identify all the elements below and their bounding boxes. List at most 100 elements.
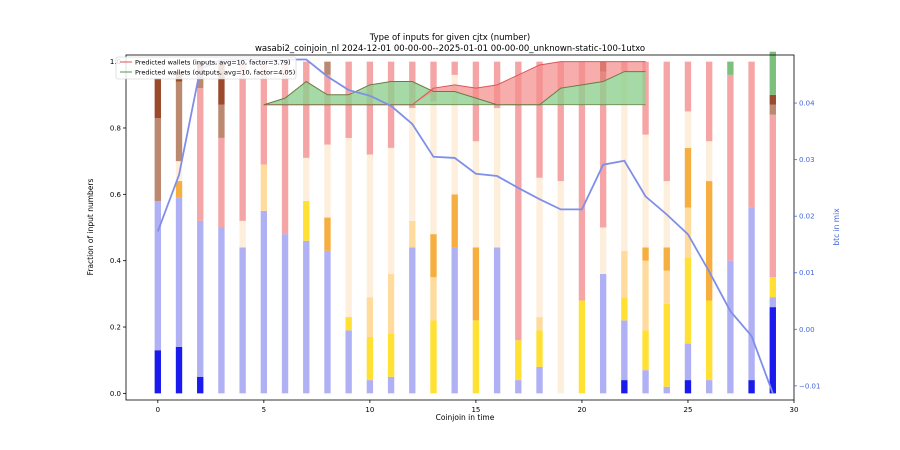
chart-subtitle: wasabi2_coinjoin_nl 2024-12-01 00-00-00-… — [255, 44, 645, 54]
y-tick-label: 0.4 — [110, 257, 122, 265]
bar-segment — [748, 207, 755, 381]
bar-segment — [472, 141, 480, 248]
bar-segment — [451, 61, 458, 75]
bar-segment — [515, 340, 522, 381]
bar-segment — [663, 61, 670, 182]
y-tick-label: 0.0 — [110, 390, 121, 398]
y2-axis-label: btc in mix — [832, 208, 841, 246]
bar-segment — [536, 317, 543, 331]
y2-tick-label: 0.04 — [799, 100, 815, 108]
bar-segment — [684, 207, 692, 258]
bar-segment — [154, 200, 161, 351]
bar-segment — [303, 157, 310, 201]
bar-segment — [409, 247, 416, 394]
outputs-wallets-area — [263, 71, 646, 105]
bar-segment — [769, 114, 776, 278]
bar-segment — [218, 137, 225, 228]
bar-segment — [769, 297, 776, 308]
bar-segment — [366, 61, 374, 155]
bar-segment — [705, 141, 713, 182]
bar-segment — [536, 61, 543, 178]
bar-segment — [578, 61, 586, 301]
bar-segment — [366, 336, 374, 381]
y-tick-label: 0.8 — [110, 124, 121, 132]
x-tick-label: 0 — [156, 406, 160, 414]
bar-segment — [281, 61, 289, 235]
bar-segment — [515, 380, 522, 394]
bar-segment — [536, 177, 543, 318]
bar-segment — [705, 300, 713, 381]
bar-segment — [642, 330, 649, 371]
bar-segment — [387, 333, 395, 377]
bar-segment — [557, 61, 564, 182]
bar-segment — [303, 200, 310, 241]
bar-segment — [705, 61, 713, 142]
y-tick-label: 0.6 — [110, 191, 122, 199]
bar-segment — [684, 343, 692, 381]
btc-in-mix-line — [156, 58, 774, 394]
bar-segment — [769, 94, 776, 105]
bar-segment — [642, 247, 649, 261]
legend: Predicted wallets (inputs, avg=10, facto… — [115, 56, 297, 80]
x-tick-label: 5 — [262, 406, 266, 414]
bar-segment — [239, 61, 246, 221]
bar-segment — [197, 88, 204, 221]
bar-segment — [366, 297, 374, 337]
bar-segment — [430, 320, 437, 394]
x-tick-label: 10 — [365, 406, 374, 414]
bar-segment — [409, 220, 416, 248]
bar-segment — [705, 380, 713, 394]
y2-tick-label: 0.00 — [799, 326, 815, 334]
bar-segment — [727, 74, 734, 261]
x-tick-label: 15 — [471, 406, 480, 414]
bar-segment — [684, 61, 692, 112]
bar-segment — [387, 376, 395, 394]
x-tick-label: 25 — [684, 406, 693, 414]
bar-segment — [663, 303, 670, 387]
bar-segment — [430, 277, 437, 321]
bar-segment — [430, 101, 437, 235]
bar-segment — [663, 270, 670, 304]
bar-segment — [451, 74, 458, 195]
bar-segment — [260, 210, 268, 394]
bar-segment — [303, 240, 310, 394]
plot-area: 0 5 10 15 20 25 30 0.0 0.2 0.4 0.6 0.8 1.0 −0.01 0.00 0… — [110, 51, 820, 414]
bar-segment — [175, 197, 183, 347]
bar-segment — [366, 380, 374, 394]
bar-segment — [684, 257, 692, 344]
bar-segment — [324, 144, 331, 218]
bar-segment — [366, 154, 374, 298]
plot-frame — [125, 54, 795, 401]
bar-segment — [663, 247, 670, 271]
y-axis-label: Fraction of input numbers — [86, 179, 95, 276]
bar-segment — [175, 346, 183, 394]
bar-segment — [281, 234, 289, 394]
bar-segment — [197, 220, 204, 377]
bar-segment — [175, 81, 183, 162]
bar-segment — [218, 61, 225, 105]
bar-segment — [684, 111, 692, 148]
bar-segment — [769, 307, 776, 394]
bar-segment — [769, 104, 776, 115]
bar-segment — [154, 118, 161, 201]
bar-segment — [536, 366, 543, 394]
bar-segment — [642, 260, 649, 331]
bar-segment — [345, 330, 352, 394]
bar-segment — [324, 74, 331, 145]
bar-segment — [387, 273, 395, 334]
y2-tick-label: 0.01 — [799, 269, 815, 277]
bar-segment — [472, 247, 480, 321]
bar-segment — [493, 247, 501, 394]
bar-segment — [663, 386, 670, 394]
bar-segment — [472, 320, 480, 394]
bar-segment — [387, 147, 395, 274]
bar-segment — [451, 247, 458, 394]
legend-outputs-label: Predicted wallets (outputs, avg=10, fact… — [135, 69, 295, 77]
bar-segment — [218, 104, 225, 138]
y-tick-label: 0.2 — [110, 324, 121, 332]
y2-tick-label: −0.01 — [799, 382, 820, 390]
bar-segment — [769, 277, 776, 298]
bar-segment — [239, 220, 246, 248]
bar-segment — [578, 300, 586, 394]
